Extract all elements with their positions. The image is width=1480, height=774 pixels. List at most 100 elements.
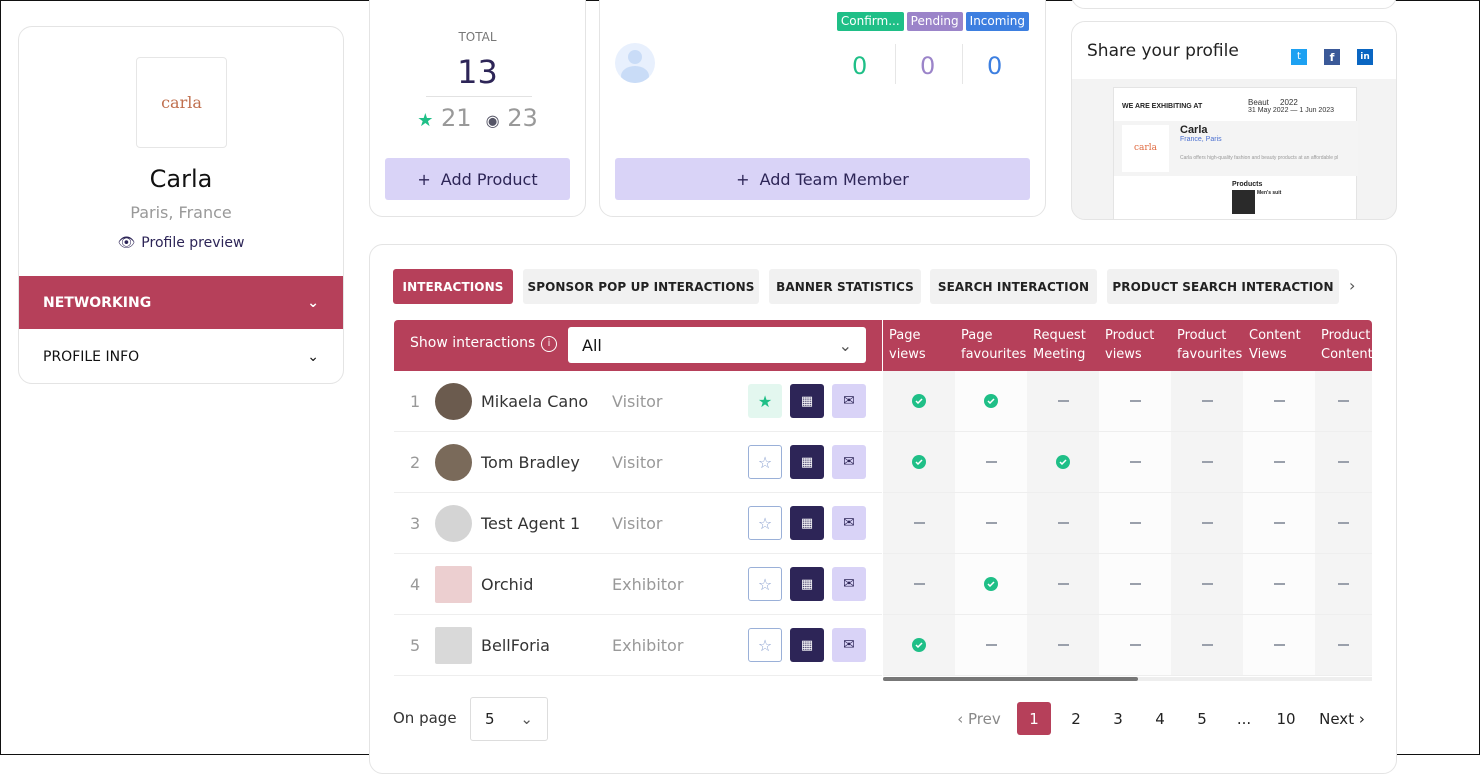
schedule-meeting-button[interactable]: ▦ xyxy=(790,384,824,418)
badge-pending: Pending xyxy=(906,12,963,31)
menu-profile-info[interactable]: PROFILE INFO ⌄ xyxy=(19,330,343,383)
contact-name[interactable]: Tom Bradley xyxy=(481,452,580,472)
row-number: 4 xyxy=(410,574,421,594)
divider xyxy=(426,96,532,97)
pending-count: 0 xyxy=(920,52,936,80)
add-team-member-button[interactable]: + Add Team Member xyxy=(615,158,1030,200)
table-row: 1 Mikaela Cano Visitor ★ ▦ ✉ xyxy=(394,371,882,432)
schedule-meeting-button[interactable]: ▦ xyxy=(790,628,824,662)
chevron-down-icon: ⌄ xyxy=(838,335,852,355)
menu-networking[interactable]: NETWORKING ⌄ xyxy=(19,276,343,329)
on-page-label: On page xyxy=(393,709,457,727)
column-header[interactable]: Content Views xyxy=(1243,320,1315,371)
favourite-button[interactable]: ☆ xyxy=(748,445,782,479)
contact-name[interactable]: Orchid xyxy=(481,574,534,594)
favourite-button[interactable]: ★ xyxy=(748,384,782,418)
favourite-button[interactable]: ☆ xyxy=(748,567,782,601)
info-icon[interactable]: i xyxy=(541,336,557,352)
check-circle-icon xyxy=(912,638,926,652)
envelope-icon: ✉ xyxy=(843,393,855,409)
interaction-cell xyxy=(955,493,1027,554)
star-icon: ☆ xyxy=(757,635,773,655)
calendar-icon: ▦ xyxy=(800,576,814,592)
dash-icon xyxy=(1201,583,1213,585)
team-card: Confirm... Pending Incoming 0 0 0 + Add T… xyxy=(599,0,1046,217)
column-header[interactable]: Product favourites xyxy=(1171,320,1243,371)
favourite-button[interactable]: ☆ xyxy=(748,506,782,540)
interaction-cell xyxy=(1171,615,1243,676)
dash-icon xyxy=(1338,400,1349,402)
next-button[interactable]: Next › xyxy=(1319,709,1365,728)
page-1[interactable]: 1 xyxy=(1017,702,1051,735)
prev-button[interactable]: ‹ Prev xyxy=(957,709,1001,728)
contact-name[interactable]: Test Agent 1 xyxy=(481,513,581,533)
message-button[interactable]: ✉ xyxy=(832,445,866,479)
interaction-cell xyxy=(1243,371,1315,432)
interaction-cell xyxy=(1171,432,1243,493)
dash-icon xyxy=(1273,644,1285,646)
tab-sponsor-pop-up[interactable]: SPONSOR POP UP INTERACTIONS xyxy=(523,269,759,304)
show-interactions-select[interactable]: All ⌄ xyxy=(568,327,866,363)
chevron-left-icon: ‹ xyxy=(957,709,964,728)
check-circle-icon xyxy=(1056,455,1070,469)
contact-name[interactable]: Mikaela Cano xyxy=(481,391,589,411)
column-header[interactable]: Page views xyxy=(883,320,955,371)
table-row: 4 Orchid Exhibitor ☆ ▦ ✉ xyxy=(394,554,882,615)
message-button[interactable]: ✉ xyxy=(832,506,866,540)
interaction-cell xyxy=(1027,554,1099,615)
column-header[interactable]: Page favourites xyxy=(955,320,1027,371)
interaction-cell xyxy=(1243,615,1315,676)
chevron-down-icon: ⌄ xyxy=(307,348,319,365)
twitter-icon[interactable]: t xyxy=(1291,49,1307,65)
interaction-cell xyxy=(1171,371,1243,432)
tab-banner-statistics[interactable]: BANNER STATISTICS xyxy=(769,269,921,304)
calendar-icon: ▦ xyxy=(800,393,814,409)
page-2[interactable]: 2 xyxy=(1071,709,1081,728)
interaction-cell xyxy=(1099,432,1171,493)
message-button[interactable]: ✉ xyxy=(832,384,866,418)
schedule-meeting-button[interactable]: ▦ xyxy=(790,506,824,540)
interaction-cell xyxy=(1027,432,1099,493)
favourite-button[interactable]: ☆ xyxy=(748,628,782,662)
column-header[interactable]: Request Meeting xyxy=(1027,320,1099,371)
chevron-right-icon[interactable]: › xyxy=(1349,276,1356,295)
dash-icon xyxy=(1057,400,1069,402)
dash-icon xyxy=(1129,644,1141,646)
tab-interactions[interactable]: INTERACTIONS xyxy=(393,269,513,304)
schedule-meeting-button[interactable]: ▦ xyxy=(790,567,824,601)
dash-icon xyxy=(1201,644,1213,646)
per-page-select[interactable]: 5 ⌄ xyxy=(470,697,548,741)
facebook-icon[interactable]: f xyxy=(1324,49,1340,65)
table-row: 2 Tom Bradley Visitor ☆ ▦ ✉ xyxy=(394,432,882,493)
dash-icon xyxy=(1338,461,1349,463)
envelope-icon: ✉ xyxy=(843,576,855,592)
page-4[interactable]: 4 xyxy=(1155,709,1165,728)
tab-search-interaction[interactable]: SEARCH INTERACTION xyxy=(930,269,1097,304)
dash-icon xyxy=(1338,583,1349,585)
profile-preview-link[interactable]: 👁 Profile preview xyxy=(19,235,343,251)
profile-share-preview: WE ARE EXHIBITING AT Beaut 2022 31 May 2… xyxy=(1113,87,1358,219)
row-number: 2 xyxy=(410,452,421,472)
add-product-button[interactable]: + Add Product xyxy=(385,158,570,200)
message-button[interactable]: ✉ xyxy=(832,628,866,662)
top-card xyxy=(1071,0,1397,9)
total-count: 13 xyxy=(457,53,498,91)
horizontal-scrollbar[interactable] xyxy=(883,677,1372,681)
page-3[interactable]: 3 xyxy=(1113,709,1123,728)
dash-icon xyxy=(985,461,997,463)
tab-product-search[interactable]: PRODUCT SEARCH INTERACTION xyxy=(1107,269,1339,304)
contact-role: Exhibitor xyxy=(612,635,684,655)
dash-icon xyxy=(1338,522,1349,524)
schedule-meeting-button[interactable]: ▦ xyxy=(790,445,824,479)
envelope-icon: ✉ xyxy=(843,637,855,653)
contact-name[interactable]: BellForia xyxy=(481,635,550,655)
message-button[interactable]: ✉ xyxy=(832,567,866,601)
page-5[interactable]: 5 xyxy=(1197,709,1207,728)
column-header[interactable]: Product views xyxy=(1099,320,1171,371)
linkedin-icon[interactable]: in xyxy=(1357,49,1373,65)
page-10[interactable]: 10 xyxy=(1276,709,1296,728)
interaction-cell xyxy=(883,371,955,432)
menu-label: NETWORKING xyxy=(43,294,152,311)
star-icon: ★ xyxy=(417,110,434,131)
